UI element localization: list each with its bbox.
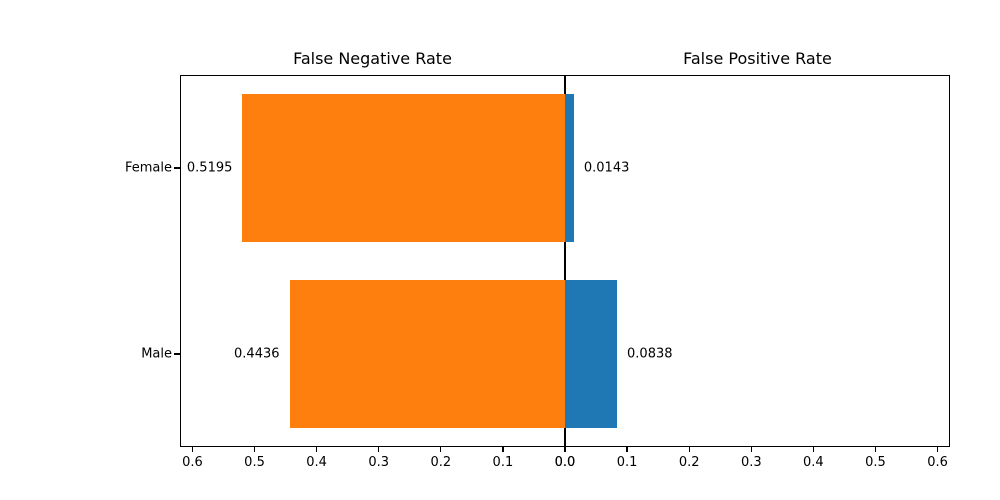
right-subplot-title: False Positive Rate [683,49,832,68]
xtick-left-0.6-label: 0.6 [182,455,203,470]
xtick-right-0.3-mark [750,447,752,452]
ytick-female [174,167,180,169]
left-subplot-title: False Negative Rate [293,49,452,68]
xtick-left-0.2-mark [440,447,442,452]
xtick-right-0.6-label: 0.6 [927,455,948,470]
xtick-right-0.1-mark [626,447,628,452]
xtick-left-0.1-label: 0.1 [492,455,514,470]
xtick-left-0.5-label: 0.5 [244,455,265,470]
xtick-left-0.2-label: 0.2 [430,455,452,470]
bar-fnr-male [289,279,565,429]
bar-fpr-female [565,93,574,243]
bar-fnr-female [242,93,565,243]
ytick-label-male: Male [141,346,172,362]
xtick-right-0.4-mark [812,447,815,452]
value-label-fpr-male: 0.0838 [627,346,673,362]
xtick-left-0.3-mark [378,447,380,452]
xtick-right-0.3-label: 0.3 [740,455,762,470]
xtick-left-0.4-mark [315,447,318,452]
xtick-right-0.2-mark [688,447,690,452]
xtick-right-0.0-mark [564,447,566,452]
xtick-left-0.1-mark [502,447,504,452]
xtick-right-0.1-label: 0.1 [616,455,638,470]
zero-axis-line [564,75,566,447]
xtick-right-0.5-mark [874,447,877,452]
xtick-left-0.3-label: 0.3 [368,455,390,470]
xtick-left-0.4-label: 0.4 [306,455,327,470]
value-label-fnr-male: 0.4436 [234,346,280,362]
xtick-left-0.5-mark [253,447,256,452]
bar-fpr-male [565,279,618,429]
xtick-right-0.6-mark [936,447,939,452]
xtick-right-0.5-label: 0.5 [865,455,886,470]
xtick-left-0.0-label: 0.0 [554,455,576,470]
ytick-male [174,353,180,355]
xtick-right-0.4-label: 0.4 [803,455,824,470]
value-label-fnr-female: 0.5195 [186,160,233,176]
xtick-right-0.0-label: 0.0 [554,455,576,470]
xtick-left-0.6-mark [191,447,194,452]
xtick-right-0.2-label: 0.2 [678,455,700,470]
value-label-fpr-female: 0.0143 [583,160,630,176]
ytick-label-female: Female [124,160,172,176]
